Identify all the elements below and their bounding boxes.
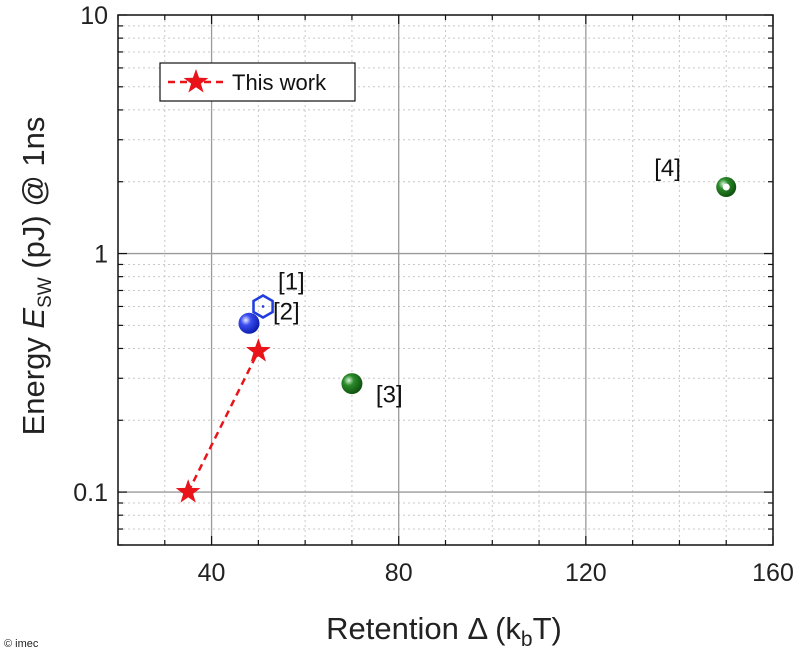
reference-points: [1] [2] [3] [4] bbox=[238, 155, 737, 409]
y-tick-label: 0.1 bbox=[73, 479, 108, 507]
reference-label: [3] bbox=[376, 382, 403, 409]
x-tick-label: 80 bbox=[385, 559, 413, 587]
this-work-star-point bbox=[246, 338, 271, 362]
y-tick-label: 1 bbox=[94, 241, 108, 269]
reference-point-hexagon-dot bbox=[261, 305, 265, 308]
reference-point-sphere bbox=[238, 312, 260, 334]
reference-label: [4] bbox=[654, 155, 681, 182]
this-work-line bbox=[187, 350, 260, 493]
x-tick-label: 160 bbox=[752, 559, 794, 587]
major-grid bbox=[118, 15, 773, 545]
axis-ticks bbox=[117, 14, 774, 546]
reference-label: [1] bbox=[278, 268, 305, 295]
reference-point-hexagon bbox=[252, 294, 274, 319]
legend: This work bbox=[159, 62, 356, 102]
x-tick-label: 120 bbox=[565, 559, 607, 587]
reference-point-ring-hole bbox=[722, 183, 730, 191]
reference-label: [2] bbox=[273, 298, 300, 325]
minor-grid bbox=[118, 15, 773, 545]
y-tick-label: 10 bbox=[80, 2, 108, 30]
legend-label: This work bbox=[232, 70, 327, 95]
copyright-credit: © imec bbox=[4, 638, 39, 650]
legend-star-marker bbox=[183, 69, 209, 93]
x-axis-title: Retention Δ (kbT) bbox=[326, 611, 562, 651]
reference-point-sphere bbox=[341, 373, 363, 395]
this-work-star-point bbox=[175, 479, 201, 503]
y-axis-title: Energy ESW (pJ) @ 1ns bbox=[16, 117, 56, 436]
x-tick-label: 40 bbox=[198, 559, 226, 587]
y-tick-labels: 0.1 1 10 bbox=[73, 2, 108, 507]
data-series bbox=[175, 338, 271, 503]
x-tick-labels: 40 80 120 160 bbox=[198, 559, 794, 587]
